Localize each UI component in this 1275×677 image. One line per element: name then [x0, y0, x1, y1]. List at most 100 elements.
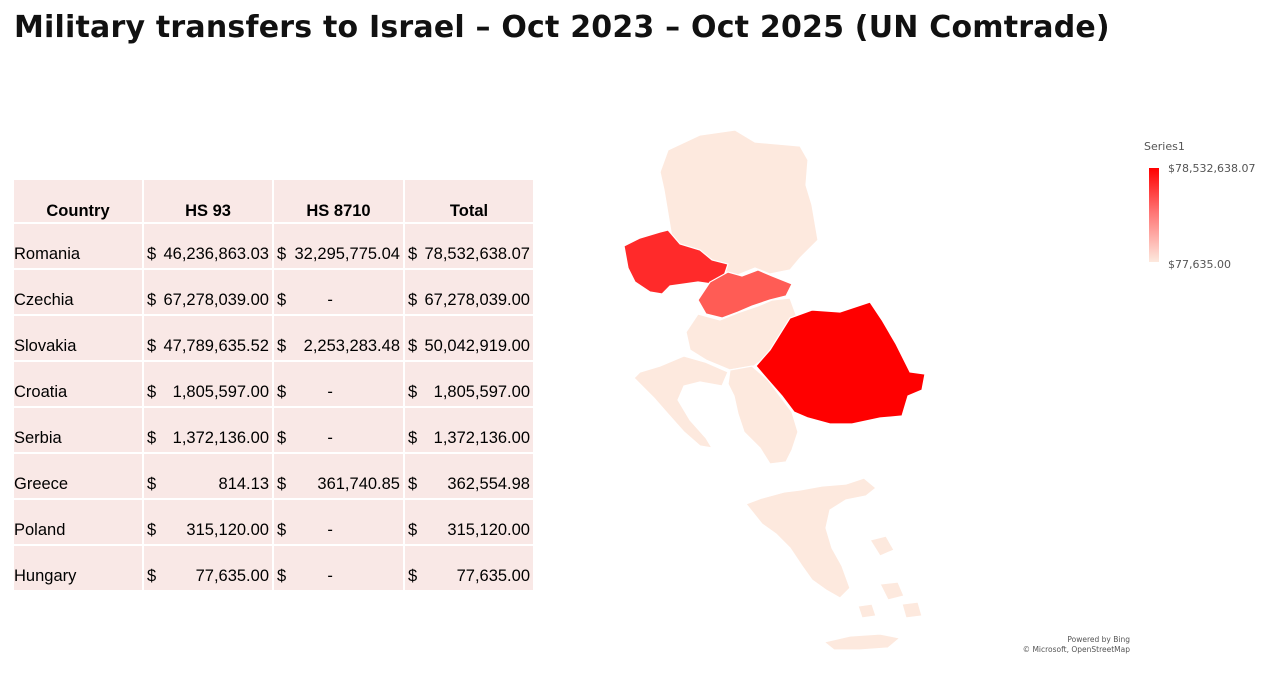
- cell-value: -: [327, 383, 333, 401]
- cell-total: $77,635.00: [403, 544, 535, 592]
- table-row: Slovakia $47,789,635.52 $2,253,283.48 $50,0…: [12, 314, 535, 362]
- header-hs93: HS 93: [142, 178, 274, 224]
- cell-hs8710: $32,295,775.04: [272, 222, 405, 270]
- table-header-row: Country HS 93 HS 8710 Total: [12, 178, 535, 224]
- cell-country: Slovakia: [12, 314, 144, 362]
- table-row: Czechia $67,278,039.00 $ - $67,278,039.00: [12, 268, 535, 316]
- currency-symbol: $: [277, 291, 287, 309]
- currency-symbol: $: [147, 337, 157, 355]
- country-shape-greece-island[interactable]: [901, 601, 923, 619]
- cell-value: 1,372,136.00: [172, 429, 269, 447]
- currency-symbol: $: [147, 475, 157, 493]
- currency-symbol: $: [277, 245, 287, 263]
- currency-symbol: $: [277, 429, 287, 447]
- country-shape-croatia[interactable]: [633, 355, 729, 449]
- country-shape-slovakia[interactable]: [697, 269, 793, 319]
- cell-country: Hungary: [12, 544, 144, 592]
- currency-symbol: $: [408, 521, 418, 539]
- cell-country: Romania: [12, 222, 144, 270]
- cell-total: $1,805,597.00: [403, 360, 535, 408]
- cell-country: Poland: [12, 498, 144, 546]
- country-shape-greece-island[interactable]: [879, 581, 905, 601]
- currency-symbol: $: [277, 383, 287, 401]
- currency-symbol: $: [147, 521, 157, 539]
- cell-hs93: $814.13: [142, 452, 274, 500]
- legend-series-name: Series1: [1144, 140, 1185, 153]
- cell-value: 47,789,635.52: [163, 337, 269, 355]
- cell-hs8710: $361,740.85: [272, 452, 405, 500]
- cell-hs8710: $ -: [272, 268, 405, 316]
- header-hs8710: HS 8710: [272, 178, 405, 224]
- currency-symbol: $: [408, 245, 418, 263]
- choropleth-map[interactable]: [600, 120, 940, 660]
- cell-hs8710: $ -: [272, 360, 405, 408]
- currency-symbol: $: [277, 475, 287, 493]
- table-row: Serbia $1,372,136.00 $ - $1,372,136.00: [12, 406, 535, 454]
- cell-country: Croatia: [12, 360, 144, 408]
- cell-total: $67,278,039.00: [403, 268, 535, 316]
- cell-hs93: $1,805,597.00: [142, 360, 274, 408]
- cell-value: 814.13: [218, 475, 269, 493]
- currency-symbol: $: [277, 337, 287, 355]
- cell-hs93: $67,278,039.00: [142, 268, 274, 316]
- cell-total: $362,554.98: [403, 452, 535, 500]
- cell-value: -: [327, 291, 333, 309]
- table-row: Poland $315,120.00 $ - $315,120.00: [12, 498, 535, 546]
- cell-value: 50,042,919.00: [424, 337, 530, 355]
- table-row: Romania $46,236,863.03 $32,295,775.04 $78,5…: [12, 222, 535, 270]
- cell-value: 77,635.00: [456, 567, 530, 585]
- cell-value: 46,236,863.03: [163, 245, 269, 263]
- currency-symbol: $: [147, 567, 157, 585]
- currency-symbol: $: [147, 429, 157, 447]
- legend-min-label: $77,635.00: [1168, 258, 1231, 271]
- cell-value: 1,805,597.00: [433, 383, 530, 401]
- cell-hs8710: $ -: [272, 544, 405, 592]
- currency-symbol: $: [408, 475, 418, 493]
- currency-symbol: $: [277, 521, 287, 539]
- cell-value: -: [327, 521, 333, 539]
- attribution-copyright: © Microsoft, OpenStreetMap: [1022, 645, 1130, 654]
- cell-hs93: $1,372,136.00: [142, 406, 274, 454]
- cell-total: $50,042,919.00: [403, 314, 535, 362]
- country-shape-greece[interactable]: [745, 477, 877, 599]
- cell-hs93: $47,789,635.52: [142, 314, 274, 362]
- currency-symbol: $: [408, 567, 418, 585]
- cell-value: 1,372,136.00: [433, 429, 530, 447]
- cell-value: -: [327, 429, 333, 447]
- legend-max-label: $78,532,638.07: [1168, 162, 1256, 175]
- cell-country: Serbia: [12, 406, 144, 454]
- currency-symbol: $: [408, 337, 418, 355]
- cell-total: $1,372,136.00: [403, 406, 535, 454]
- country-shape-greece-island[interactable]: [869, 535, 895, 557]
- map-legend: Series1 $78,532,638.07 $77,635.00: [1130, 138, 1270, 278]
- cell-hs8710: $ -: [272, 406, 405, 454]
- table-row: Greece $814.13 $361,740.85 $362,554.98: [12, 452, 535, 500]
- cell-value: 1,805,597.00: [172, 383, 269, 401]
- currency-symbol: $: [147, 291, 157, 309]
- country-shape-greece-island[interactable]: [857, 603, 877, 619]
- country-shape-greece-crete[interactable]: [822, 633, 902, 651]
- cell-value: 315,120.00: [186, 521, 269, 539]
- cell-value: 77,635.00: [195, 567, 269, 585]
- cell-total: $78,532,638.07: [403, 222, 535, 270]
- header-country: Country: [12, 178, 144, 224]
- table-row: Croatia $1,805,597.00 $ - $1,805,597.00: [12, 360, 535, 408]
- cell-total: $315,120.00: [403, 498, 535, 546]
- country-shape-romania[interactable]: [755, 301, 926, 425]
- table-body: Romania $46,236,863.03 $32,295,775.04 $78,5…: [12, 222, 535, 592]
- attribution-powered-by: Powered by Bing: [1067, 635, 1130, 644]
- cell-hs93: $77,635.00: [142, 544, 274, 592]
- currency-symbol: $: [147, 245, 157, 263]
- currency-symbol: $: [147, 383, 157, 401]
- map-attribution: Powered by Bing © Microsoft, OpenStreetM…: [1000, 635, 1130, 655]
- cell-value: -: [327, 567, 333, 585]
- cell-hs8710: $ -: [272, 498, 405, 546]
- currency-symbol: $: [277, 567, 287, 585]
- cell-value: 2,253,283.48: [303, 337, 400, 355]
- legend-color-scale: [1149, 168, 1159, 262]
- cell-hs93: $315,120.00: [142, 498, 274, 546]
- cell-country: Greece: [12, 452, 144, 500]
- currency-symbol: $: [408, 291, 418, 309]
- cell-value: 362,554.98: [447, 475, 530, 493]
- map-canvas: [623, 129, 926, 651]
